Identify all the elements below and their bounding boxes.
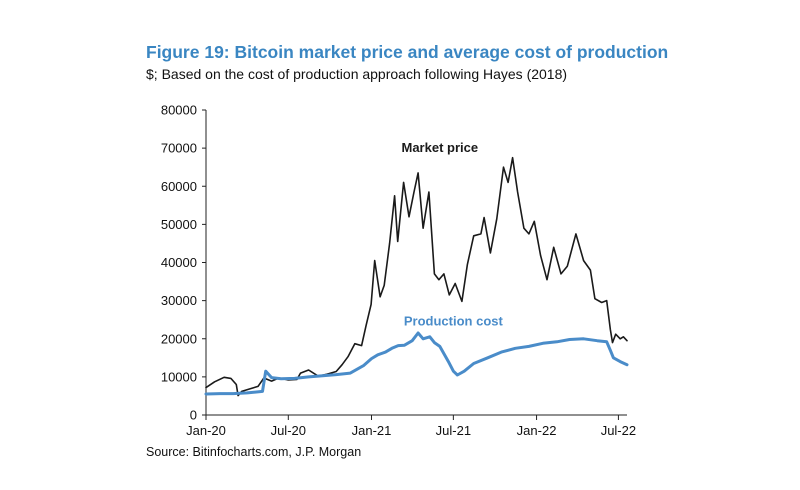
series-line-market-price xyxy=(205,156,628,397)
series-layer xyxy=(204,156,629,397)
chart-source: Source: Bitinfocharts.com, J.P. Morgan xyxy=(146,445,362,459)
y-tick-label: 20000 xyxy=(161,331,197,346)
y-axis: 0 10000 20000 30000 40000 50000 60000 70000 8000… xyxy=(161,103,207,423)
y-tick-label: 70000 xyxy=(161,141,197,156)
x-tick-label: Jan-20 xyxy=(186,423,226,438)
y-tick-label: 60000 xyxy=(161,179,197,194)
x-tick-label: Jul-22 xyxy=(601,423,636,438)
y-tick-label: 10000 xyxy=(161,369,197,384)
y-tick-label: 30000 xyxy=(161,293,197,308)
series-label-market-price: Market price xyxy=(401,140,478,155)
series-line-production-cost xyxy=(204,331,629,396)
annotation-layer: Market price Production cost xyxy=(401,140,503,328)
y-tick-label: 50000 xyxy=(161,217,197,232)
y-tick-label: 40000 xyxy=(161,255,197,270)
chart-title: Figure 19: Bitcoin market price and aver… xyxy=(146,42,669,62)
y-tick-label: 0 xyxy=(190,408,197,423)
series-label-production-cost: Production cost xyxy=(404,313,504,328)
x-tick-label: Jul-20 xyxy=(271,423,306,438)
x-tick-label: Jul-21 xyxy=(436,423,471,438)
chart-subtitle: $; Based on the cost of production appro… xyxy=(146,66,568,82)
x-tick-label: Jan-21 xyxy=(352,423,392,438)
x-tick-label: Jan-22 xyxy=(517,423,557,438)
y-tick-label: 80000 xyxy=(161,103,197,118)
x-axis: Jan-20 Jul-20 Jan-21 Jul-21 Jan-22 Jul-22 xyxy=(186,414,636,438)
